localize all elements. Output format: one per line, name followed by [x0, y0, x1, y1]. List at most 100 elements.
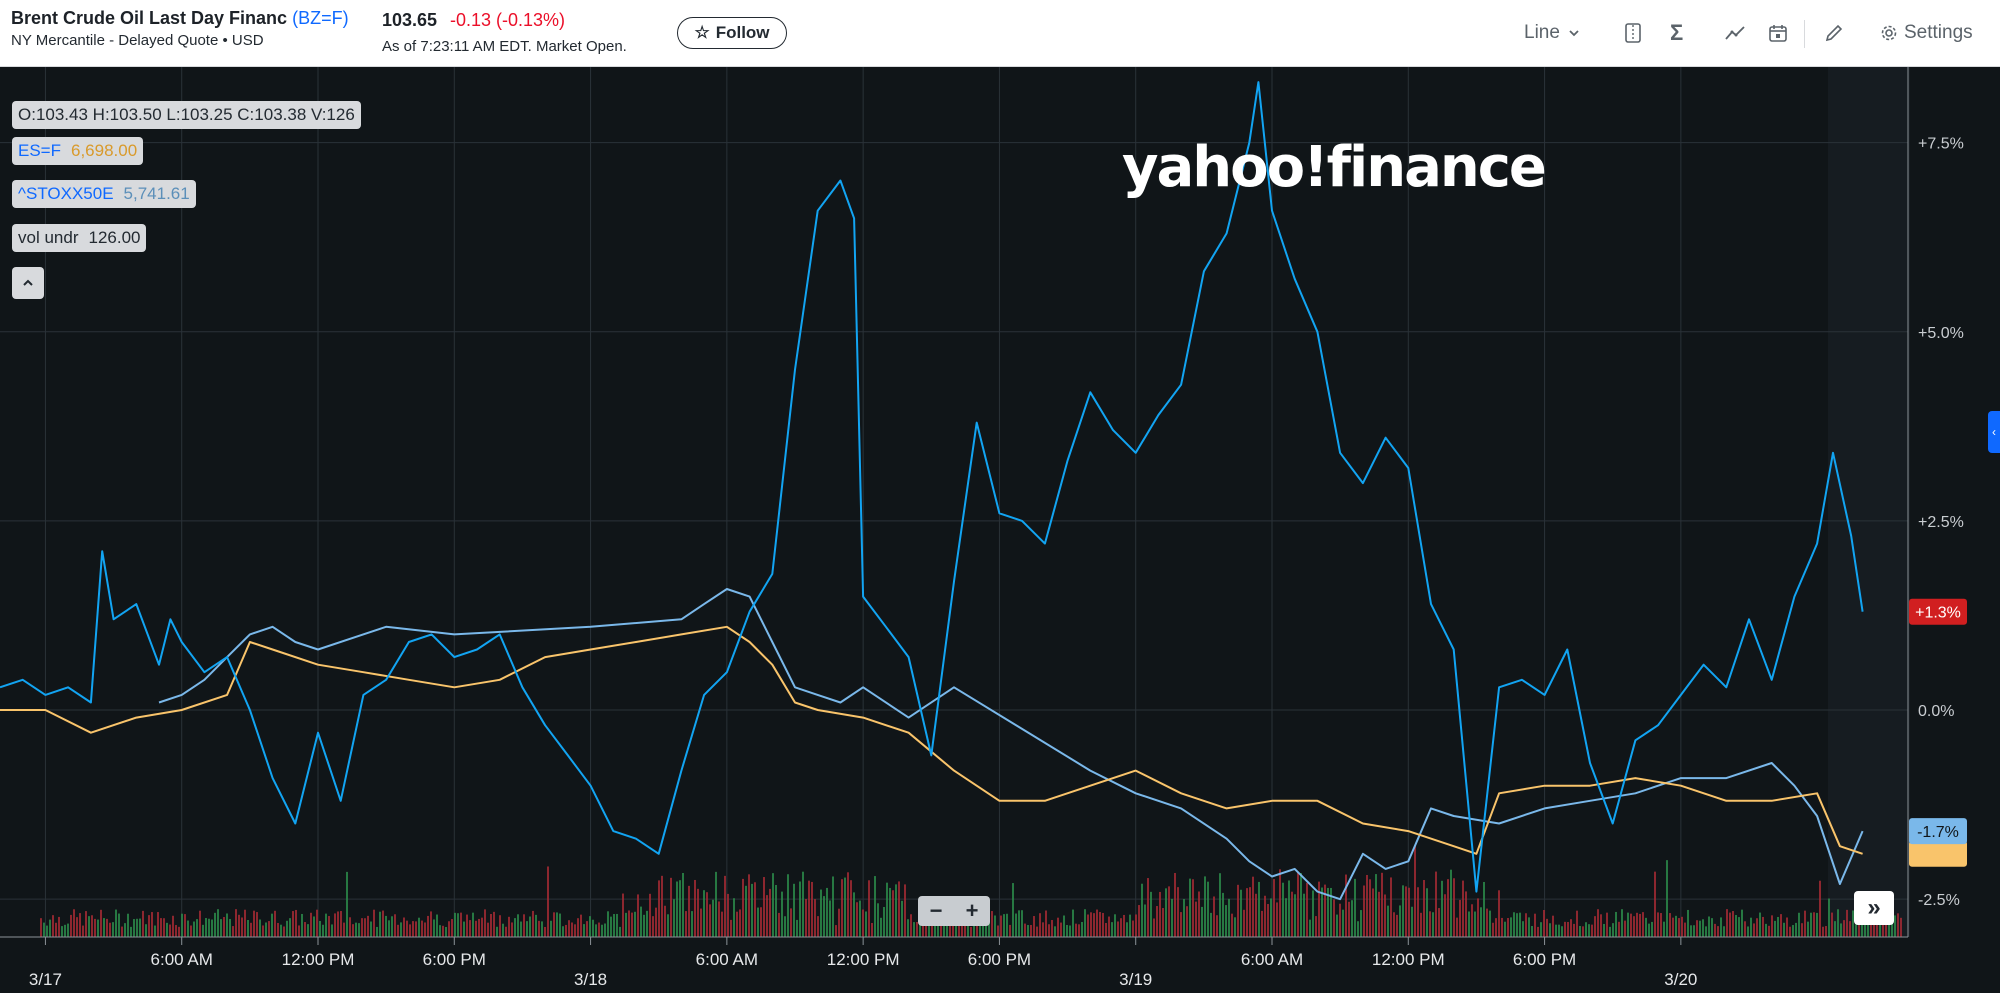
side-panel-toggle[interactable]: ‹ [1988, 411, 2000, 453]
volume-bar [1360, 910, 1362, 937]
volume-bar [1102, 912, 1104, 937]
settings-button[interactable]: Settings [1880, 18, 1973, 48]
volume-bar [457, 913, 459, 937]
volume-bar [229, 919, 231, 937]
volume-bar [550, 920, 552, 937]
legend-es[interactable]: ES=F 6,698.00 [12, 137, 144, 165]
volume-bar [1594, 916, 1596, 937]
volume-bar [1000, 915, 1002, 937]
volume-bar [1795, 922, 1797, 937]
volume-bar [445, 926, 447, 937]
legend-es-value: 6,698.00 [71, 141, 138, 160]
volume-bar [892, 890, 894, 937]
legend-stoxx[interactable]: ^STOXX50E 5,741.61 [12, 180, 196, 208]
volume-bar [1687, 909, 1689, 937]
volume-bar [241, 917, 243, 937]
volume-bar [511, 922, 513, 937]
volume-bar [1282, 882, 1284, 937]
volume-bar [1231, 913, 1233, 937]
follow-button[interactable]: ☆ Follow [677, 17, 787, 49]
volume-bar [1828, 898, 1830, 937]
volume-bar [505, 926, 507, 937]
volume-bar [70, 914, 72, 937]
volume-bar [1096, 909, 1098, 937]
volume-bar [562, 926, 564, 937]
volume-bar [1012, 883, 1014, 937]
volume-bar [1582, 926, 1584, 937]
volume-bar [1852, 910, 1854, 937]
volume-bar [823, 896, 825, 937]
scroll-to-latest-button[interactable]: » [1854, 891, 1894, 925]
volume-bar [1183, 898, 1185, 937]
volume-bar [142, 910, 144, 937]
volume-bar [1216, 915, 1218, 937]
volume-bar [883, 906, 885, 937]
volume-bar [1453, 878, 1455, 937]
volume-bar [79, 913, 81, 937]
volume-bar [415, 921, 417, 937]
volume-bar [685, 911, 687, 937]
volume-bar [556, 912, 558, 937]
volume-bar [853, 892, 855, 937]
volume-bar [1588, 924, 1590, 937]
calendar-icon[interactable] [1768, 18, 1788, 48]
chart-area[interactable]: -2.5% 0.0% +2.5% +5.0% +7.5% 3/17 6:00 AM 12:00… [0, 67, 2000, 993]
volume-bar [991, 911, 993, 937]
volume-bar [463, 921, 465, 937]
volume-bar [607, 911, 609, 937]
volume-bar [1153, 918, 1155, 937]
volume-bar [160, 918, 162, 937]
volume-bar [1564, 921, 1566, 937]
volume-bar [262, 925, 264, 937]
indicators-icon[interactable]: Σ [1670, 20, 1684, 45]
volume-bar [1234, 917, 1236, 937]
x-tick-label: 6:00 AM [1241, 950, 1303, 969]
volume-bar [1114, 914, 1116, 937]
volume-bar [1135, 914, 1137, 937]
volume-bar [400, 922, 402, 937]
volume-bar [1255, 893, 1257, 937]
volume-bar [1363, 885, 1365, 937]
volume-bar [1720, 917, 1722, 937]
volume-bar [1345, 874, 1347, 937]
zoom-in-button[interactable]: + [965, 898, 979, 923]
trend-line-icon[interactable] [1724, 18, 1746, 48]
chart-type-dropdown[interactable]: Line [1524, 18, 1580, 48]
volume-bar [766, 895, 768, 937]
volume-bar [1645, 917, 1647, 937]
draw-pencil-icon[interactable] [1824, 18, 1844, 48]
volume-bar [886, 882, 888, 937]
volume-bar [490, 913, 492, 937]
volume-bar [1567, 921, 1569, 937]
volume-bar [1342, 909, 1344, 937]
volume-bar [1258, 881, 1260, 937]
volume-bar [1861, 923, 1863, 937]
volume-bar [73, 909, 75, 937]
series-end-badge [1909, 840, 1967, 867]
volume-bar [1291, 891, 1293, 937]
volume-bar [1303, 893, 1305, 937]
volume-bar [877, 903, 879, 937]
legend-volume[interactable]: vol undr 126.00 [12, 224, 147, 252]
volume-bar [232, 926, 234, 937]
zoom-out-button[interactable]: − [929, 898, 943, 923]
volume-bar [847, 872, 849, 937]
volume-bar [193, 921, 195, 937]
volume-bar [1543, 909, 1545, 937]
volume-bar [1717, 926, 1719, 937]
volume-bar [1357, 921, 1359, 937]
volume-bar [211, 919, 213, 937]
volume-bar [1006, 913, 1008, 937]
volume-bar [1087, 914, 1089, 937]
grid [0, 67, 1908, 937]
y-tick-label: +2.5% [1918, 514, 1964, 531]
compare-icon[interactable] [1624, 18, 1642, 48]
volume-bar [889, 887, 891, 937]
price-chart[interactable]: -2.5% 0.0% +2.5% +5.0% +7.5% 3/17 6:00 AM 12:00… [0, 67, 2000, 993]
instrument-symbol[interactable]: (BZ=F) [292, 8, 349, 28]
volume-bar [1387, 905, 1389, 937]
collapse-legend-button[interactable] [12, 267, 44, 299]
volume-bar [973, 916, 975, 937]
volume-bar [1147, 878, 1149, 937]
volume-bar [871, 922, 873, 937]
